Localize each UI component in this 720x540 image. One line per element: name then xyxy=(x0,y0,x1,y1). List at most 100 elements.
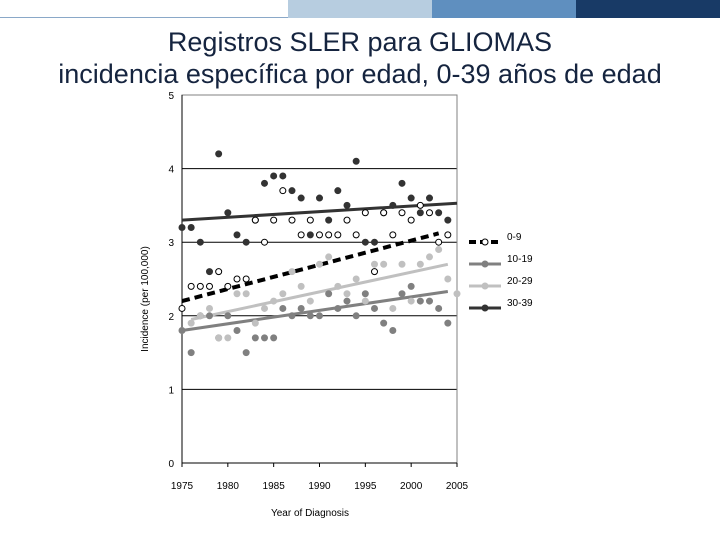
data-point-0-9 xyxy=(261,238,268,246)
data-point-30-39 xyxy=(407,194,415,202)
data-point-10-19 xyxy=(444,319,452,327)
data-point-0-9 xyxy=(251,216,259,224)
data-point-10-19 xyxy=(380,319,388,327)
data-point-30-39 xyxy=(352,157,360,165)
data-point-30-39 xyxy=(297,194,305,202)
data-point-0-9 xyxy=(270,216,278,224)
data-point-20-29 xyxy=(242,290,250,298)
data-point-10-19 xyxy=(426,297,433,305)
data-point-0-9 xyxy=(196,282,204,290)
data-point-0-9 xyxy=(215,268,223,276)
y-tick-label: 4 xyxy=(168,165,174,176)
data-point-10-19 xyxy=(352,312,360,320)
header-color-bar xyxy=(0,0,720,18)
data-point-30-39 xyxy=(215,150,223,158)
data-point-0-9 xyxy=(187,282,195,290)
y-tick-label: 3 xyxy=(168,238,174,249)
data-point-30-39 xyxy=(288,187,296,195)
y-axis-label: Incidence (per 100,000) xyxy=(140,246,151,352)
trend-line-30-39 xyxy=(181,201,458,222)
x-tick-label: 1990 xyxy=(308,481,331,492)
legend-marker-20-29 xyxy=(481,282,489,290)
y-tick-label: 1 xyxy=(168,385,174,396)
slide-title-line-2: incidencia específica por edad, 0-39 año… xyxy=(58,59,662,89)
header-bar-segment xyxy=(0,0,288,18)
x-tick-label: 1985 xyxy=(263,481,286,492)
data-point-20-29 xyxy=(380,260,388,268)
plot-area-border xyxy=(181,94,458,464)
data-point-0-9 xyxy=(316,231,323,239)
data-point-20-29 xyxy=(334,282,342,290)
header-bar-segment xyxy=(288,0,432,18)
data-point-0-9 xyxy=(361,209,369,217)
data-point-10-19 xyxy=(389,327,397,335)
data-point-10-19 xyxy=(206,312,213,320)
data-point-30-39 xyxy=(361,238,369,246)
x-axis-label: Year of Diagnosis xyxy=(271,508,349,519)
data-point-0-9 xyxy=(297,231,305,239)
data-point-10-19 xyxy=(316,312,323,320)
data-point-20-29 xyxy=(270,297,278,305)
data-point-10-19 xyxy=(435,304,443,312)
x-tick-label: 2005 xyxy=(446,481,469,492)
data-point-30-39 xyxy=(389,201,397,209)
data-point-20-29 xyxy=(435,246,443,254)
data-point-10-19 xyxy=(334,304,342,312)
legend-marker-30-39 xyxy=(481,304,489,312)
data-point-30-39 xyxy=(343,201,351,209)
data-point-30-39 xyxy=(224,209,232,217)
data-point-30-39 xyxy=(435,209,443,217)
data-point-30-39 xyxy=(270,172,278,180)
data-point-20-29 xyxy=(453,290,461,298)
data-point-0-9 xyxy=(389,231,397,239)
data-point-30-39 xyxy=(325,216,333,224)
data-point-20-29 xyxy=(251,319,259,327)
data-point-20-29 xyxy=(206,304,213,312)
data-point-10-19 xyxy=(233,327,241,335)
data-point-20-29 xyxy=(426,253,433,261)
legend-marker-0-9 xyxy=(481,238,489,246)
data-point-10-19 xyxy=(279,304,287,312)
data-point-10-19 xyxy=(371,304,378,312)
y-tick-label: 2 xyxy=(168,312,174,323)
data-point-0-9 xyxy=(206,282,213,290)
data-point-0-9 xyxy=(352,231,360,239)
data-point-0-9 xyxy=(371,268,378,276)
data-point-20-29 xyxy=(343,290,351,298)
data-point-30-39 xyxy=(306,231,314,239)
data-point-30-39 xyxy=(371,238,378,246)
data-point-10-19 xyxy=(288,312,296,320)
data-point-30-39 xyxy=(444,216,452,224)
data-point-20-29 xyxy=(416,260,424,268)
data-point-0-9 xyxy=(279,187,287,195)
x-tick-label: 1975 xyxy=(171,481,194,492)
data-point-20-29 xyxy=(233,290,241,298)
data-point-20-29 xyxy=(306,297,314,305)
data-point-0-9 xyxy=(407,216,415,224)
data-point-0-9 xyxy=(178,304,186,312)
data-point-20-29 xyxy=(261,304,268,312)
trend-line-10-19 xyxy=(181,290,449,333)
x-tick-label: 1980 xyxy=(217,481,240,492)
data-point-30-39 xyxy=(196,238,204,246)
data-point-30-39 xyxy=(316,194,323,202)
data-point-20-29 xyxy=(279,290,287,298)
header-bar-segment xyxy=(576,0,720,18)
data-point-20-29 xyxy=(196,312,204,320)
data-point-0-9 xyxy=(380,209,388,217)
data-point-0-9 xyxy=(334,231,342,239)
x-tick-label: 2000 xyxy=(400,481,423,492)
data-point-10-19 xyxy=(270,334,278,342)
data-point-10-19 xyxy=(361,290,369,298)
data-point-30-39 xyxy=(261,179,268,187)
data-point-30-39 xyxy=(334,187,342,195)
data-point-30-39 xyxy=(279,172,287,180)
slide-title-line-1: Registros SLER para GLIOMAS xyxy=(167,27,553,57)
data-point-0-9 xyxy=(426,209,433,217)
data-point-0-9 xyxy=(416,201,424,209)
data-point-30-39 xyxy=(233,231,241,239)
data-point-10-19 xyxy=(224,312,232,320)
data-point-20-29 xyxy=(398,260,406,268)
data-point-30-39 xyxy=(206,268,213,276)
